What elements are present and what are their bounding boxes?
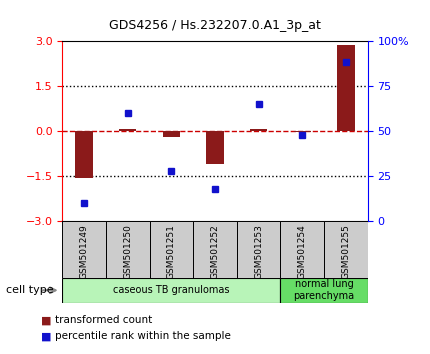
Text: normal lung
parenchyma: normal lung parenchyma: [293, 279, 355, 301]
Bar: [62, 221, 106, 278]
Bar: [324, 221, 368, 278]
Bar: [106, 221, 150, 278]
Text: GSM501252: GSM501252: [211, 224, 219, 279]
Bar: [206, 131, 224, 164]
Text: GSM501251: GSM501251: [167, 224, 176, 279]
Text: GSM501253: GSM501253: [254, 224, 263, 279]
Text: cell type: cell type: [6, 285, 54, 295]
Bar: [150, 221, 193, 278]
Bar: [62, 278, 280, 303]
Text: ■: ■: [41, 315, 51, 325]
Bar: [294, 131, 311, 132]
Text: percentile rank within the sample: percentile rank within the sample: [55, 331, 231, 341]
Bar: [237, 221, 280, 278]
Bar: [119, 130, 136, 131]
Bar: [193, 221, 237, 278]
Text: caseous TB granulomas: caseous TB granulomas: [113, 285, 230, 295]
Bar: [250, 129, 267, 131]
Text: ■: ■: [41, 331, 51, 341]
Bar: [163, 131, 180, 137]
Text: GSM501254: GSM501254: [298, 224, 307, 279]
Bar: [75, 131, 93, 178]
Text: GSM501255: GSM501255: [341, 224, 350, 279]
Bar: [280, 221, 324, 278]
Text: GSM501249: GSM501249: [80, 224, 89, 279]
Bar: [337, 45, 355, 131]
Text: GSM501250: GSM501250: [123, 224, 132, 279]
Text: GDS4256 / Hs.232207.0.A1_3p_at: GDS4256 / Hs.232207.0.A1_3p_at: [109, 19, 321, 33]
Bar: [280, 278, 368, 303]
Text: transformed count: transformed count: [55, 315, 152, 325]
